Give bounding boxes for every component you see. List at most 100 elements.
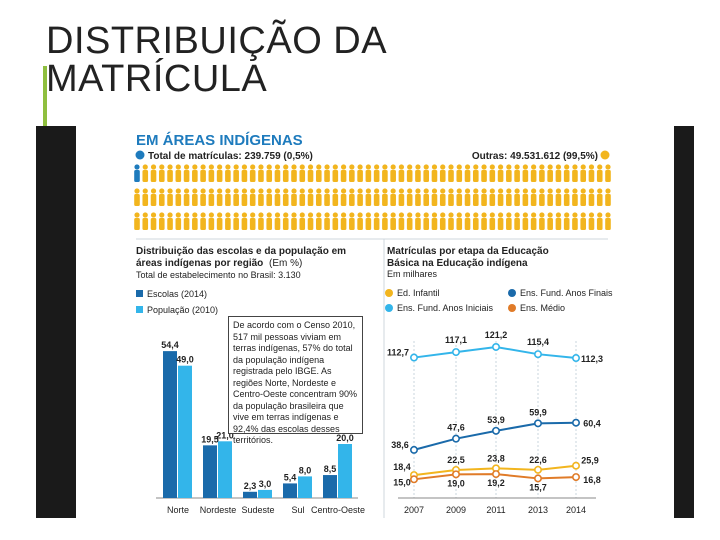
person-icon — [233, 164, 239, 182]
person-icon — [225, 164, 231, 182]
slide-title-line1: DISTRIBUIÇÃO DA — [46, 20, 388, 62]
person-icon — [249, 212, 256, 230]
person-icon — [158, 212, 165, 230]
person-icon — [291, 164, 297, 182]
line-point — [571, 418, 580, 427]
line-point — [451, 470, 460, 479]
person-icon — [390, 212, 396, 230]
person-icon — [580, 164, 587, 182]
person-icon — [481, 212, 487, 230]
person-icon — [456, 164, 463, 182]
person-icon — [158, 188, 165, 206]
bar-value-label: 19,5 — [201, 434, 219, 444]
person-icon — [497, 188, 504, 206]
person-icon — [340, 164, 347, 182]
line-x-label: 2009 — [446, 505, 466, 515]
person-icon — [200, 164, 206, 182]
person-icon — [158, 164, 165, 182]
person-icon — [291, 212, 297, 230]
person-icon — [274, 188, 281, 206]
person-icon — [307, 164, 314, 182]
line-x-label: 2011 — [486, 505, 505, 515]
line-value-label: 15,7 — [529, 482, 547, 492]
person-icon — [547, 188, 553, 206]
person-icon — [514, 212, 520, 230]
person-icon — [225, 212, 231, 230]
line-point — [533, 419, 542, 428]
bar-escolas-1 — [203, 445, 217, 498]
person-icon — [349, 164, 355, 182]
person-icon — [489, 188, 496, 206]
person-icon — [497, 212, 504, 230]
person-icon — [233, 212, 239, 230]
person-icon — [431, 212, 438, 230]
line-x-label: 2014 — [566, 505, 586, 515]
person-icon — [315, 188, 322, 206]
person-icon — [266, 188, 273, 206]
person-icon — [464, 212, 471, 230]
person-icon — [398, 212, 405, 230]
person-icon — [481, 188, 487, 206]
bar-category-label: Norte — [167, 505, 189, 515]
person-icon — [572, 188, 578, 206]
person-icon — [167, 212, 173, 230]
person-icon — [464, 188, 471, 206]
person-icon — [547, 164, 553, 182]
outras-legend-dot — [600, 150, 610, 160]
person-icon — [324, 164, 330, 182]
line-title-line2: Básica na Educação indígena — [387, 258, 528, 269]
line-value-label: 121,2 — [485, 330, 508, 340]
person-icon — [299, 164, 306, 182]
person-icon — [555, 164, 562, 182]
person-icon — [390, 188, 396, 206]
person-icon — [200, 188, 206, 206]
person-icon — [208, 212, 215, 230]
person-icon — [249, 188, 256, 206]
person-icon — [423, 212, 430, 230]
line-title-line1: Matrículas por etapa da Educação — [387, 246, 549, 257]
bar-category-label: Nordeste — [200, 505, 237, 515]
bar-escolas-0 — [163, 351, 177, 498]
line-point — [491, 470, 500, 479]
person-icon — [258, 164, 264, 182]
people-pictogram — [134, 164, 611, 230]
line-value-label: 15,0 — [393, 477, 411, 487]
line-point — [571, 473, 580, 482]
person-icon — [506, 164, 512, 182]
line-x-label: 2007 — [404, 505, 424, 515]
bar-populacao-0 — [178, 365, 192, 498]
outras-label: Outras: 49.531.612 (99,5%) — [472, 151, 598, 162]
slide-title-line2: MATRÍCULA — [46, 58, 268, 100]
person-icon — [307, 212, 314, 230]
person-icon — [530, 164, 537, 182]
person-icon — [332, 212, 339, 230]
person-icon — [489, 212, 496, 230]
line-point — [533, 465, 542, 474]
line-value-label: 23,8 — [487, 453, 505, 463]
line-point — [571, 461, 580, 470]
bar-category-label: Centro-Oeste — [311, 505, 365, 515]
line-legend-label: Ens. Médio — [520, 303, 565, 313]
person-icon — [588, 164, 595, 182]
line-value-label: 19,2 — [487, 478, 505, 488]
person-icon — [142, 188, 149, 206]
person-icon — [390, 164, 396, 182]
line-point — [571, 354, 580, 363]
line-value-label: 112,7 — [387, 348, 409, 358]
bar-value-label: 5,4 — [284, 472, 297, 482]
person-icon — [572, 212, 578, 230]
person-icon — [382, 164, 388, 182]
line-value-label: 18,4 — [393, 462, 411, 472]
line-value-label: 117,1 — [445, 335, 467, 345]
legend-escolas-label: Escolas (2014) — [147, 289, 207, 299]
person-icon — [580, 212, 587, 230]
person-icon — [332, 188, 339, 206]
person-icon — [365, 164, 372, 182]
person-icon — [456, 212, 463, 230]
person-icon — [596, 188, 603, 206]
legend-populacao-label: População (2010) — [147, 305, 218, 315]
line-value-label: 22,5 — [447, 455, 465, 465]
person-icon — [365, 212, 372, 230]
person-icon — [167, 164, 173, 182]
bar-unit-note: (Em %) — [269, 258, 302, 269]
